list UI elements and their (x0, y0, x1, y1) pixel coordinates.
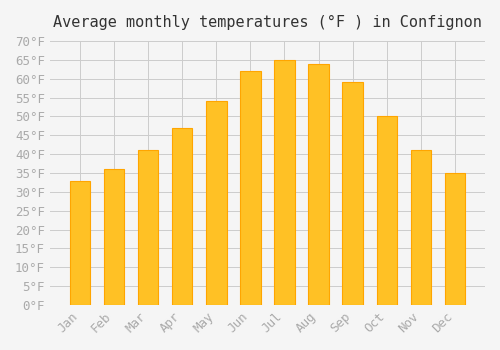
Bar (445, 173, 465, 305)
Bar (138, 150, 158, 305)
Bar (206, 101, 227, 305)
Bar (274, 60, 294, 305)
Bar (240, 71, 260, 305)
Bar (308, 64, 329, 305)
Bar (70, 181, 90, 305)
Bar (172, 128, 193, 305)
Title: Average monthly temperatures (°F ) in Confignon: Average monthly temperatures (°F ) in Co… (53, 15, 482, 30)
Bar (410, 150, 431, 305)
Bar (104, 169, 124, 305)
Bar (342, 82, 363, 305)
Bar (376, 116, 397, 305)
